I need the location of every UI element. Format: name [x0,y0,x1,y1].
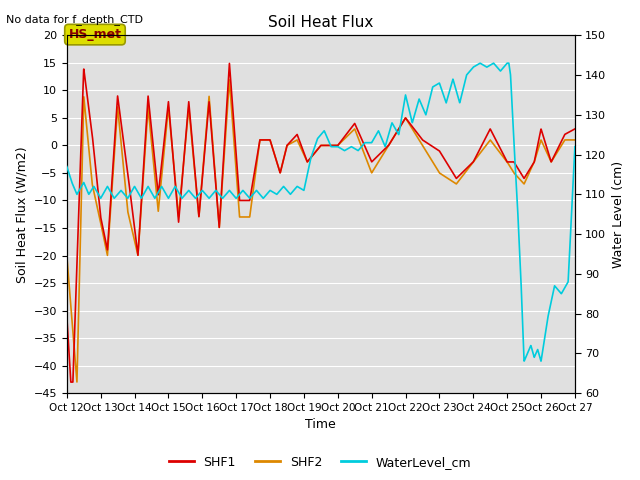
X-axis label: Time: Time [305,419,336,432]
Text: No data for f_depth_CTD: No data for f_depth_CTD [6,14,143,25]
Title: Soil Heat Flux: Soil Heat Flux [268,15,374,30]
Y-axis label: Soil Heat Flux (W/m2): Soil Heat Flux (W/m2) [15,146,28,283]
Y-axis label: Water Level (cm): Water Level (cm) [612,161,625,268]
Text: HS_met: HS_met [68,28,122,41]
Legend: SHF1, SHF2, WaterLevel_cm: SHF1, SHF2, WaterLevel_cm [164,451,476,474]
